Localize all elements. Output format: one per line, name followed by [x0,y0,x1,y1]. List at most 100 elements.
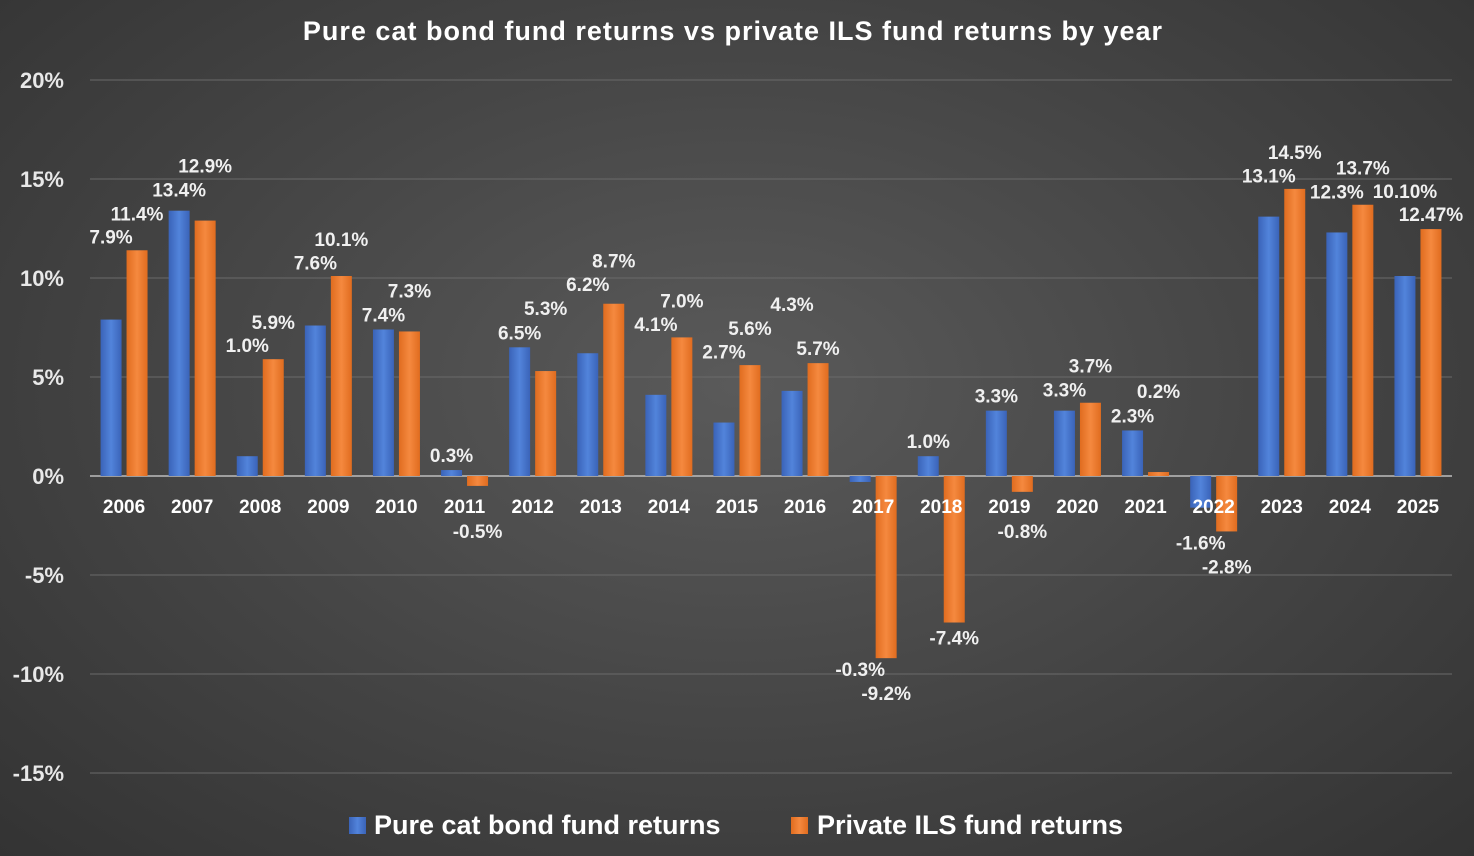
data-label: 0.3% [430,446,473,467]
data-label: 3.3% [975,387,1018,408]
data-label: 10.1% [314,230,368,251]
data-label: 3.7% [1069,357,1112,378]
data-label: 8.7% [592,252,635,273]
bar-cat-bond-2009 [304,325,326,476]
bar-cat-bond-2010 [372,329,394,476]
data-label: 7.4% [362,305,405,326]
data-label: -1.6% [1176,534,1226,555]
bar-cat-bond-2022 [1190,476,1212,508]
y-tick-label: -15% [13,761,64,786]
data-label: 5.9% [252,313,295,334]
data-label: 7.0% [660,291,703,312]
bar-cat-bond-2021 [1122,430,1144,476]
x-tick-label: 2010 [375,497,417,518]
x-tick-label: 2015 [716,497,759,518]
bar-private-ils-2020 [1079,402,1101,476]
data-label: 7.9% [89,228,132,249]
data-label: 11.4% [111,204,164,225]
data-label: 2.7% [702,343,745,364]
bar-cat-bond-2025 [1394,276,1416,476]
bar-cat-bond-2013 [577,353,599,476]
bar-private-ils-2025 [1420,229,1442,476]
data-label: 10.10% [1373,182,1438,203]
data-label: 7.6% [294,254,337,275]
data-label: -0.5% [453,522,503,543]
bar-private-ils-2006 [126,250,148,476]
y-tick-label: 0% [32,464,64,489]
data-label: -2.8% [1202,557,1252,578]
data-label: 6.5% [498,323,541,344]
bar-private-ils-2009 [330,276,352,476]
x-tick-label: 2011 [444,497,486,518]
data-label: 12.3% [1310,182,1364,203]
x-tick-label: 2013 [580,497,622,518]
y-tick-label: 20% [20,68,64,93]
bar-private-ils-2014 [671,337,693,476]
bar-private-ils-2012 [535,371,557,476]
data-label: -7.4% [929,629,979,650]
y-tick-label: -10% [13,662,64,687]
chart-title: Pure cat bond fund returns vs private IL… [303,16,1163,46]
data-label: 2.3% [1111,406,1154,427]
legend-swatch-private-ils [791,817,808,834]
bar-private-ils-2022 [1216,476,1238,532]
data-label: 14.5% [1268,143,1322,164]
bar-private-ils-2011 [467,476,489,486]
data-label: 4.3% [770,295,813,316]
x-tick-label: 2021 [1124,497,1167,518]
x-tick-label: 2017 [852,497,894,518]
legend-label-cat-bond: Pure cat bond fund returns [374,810,721,840]
x-tick-label: 2022 [1193,497,1235,518]
bar-cat-bond-2017 [849,476,871,482]
bar-private-ils-2007 [194,220,216,476]
bar-private-ils-2010 [398,331,420,476]
data-label: 13.4% [152,181,206,202]
bar-private-ils-2008 [262,359,284,476]
x-tick-label: 2012 [512,497,554,518]
x-tick-label: 2009 [307,497,349,518]
data-label: -9.2% [861,684,911,705]
legend-swatch-cat-bond [349,817,366,834]
x-tick-label: 2020 [1056,497,1098,518]
bar-cat-bond-2008 [236,456,258,476]
bar-cat-bond-2011 [441,470,463,476]
bar-private-ils-2018 [943,476,965,623]
bar-cat-bond-2018 [917,456,939,476]
bar-cat-bond-2024 [1326,232,1348,476]
x-tick-label: 2014 [648,497,691,518]
data-label: 7.3% [388,281,431,302]
data-label: -0.3% [835,660,885,681]
data-label: 3.3% [1043,381,1086,402]
bar-private-ils-2024 [1352,204,1374,477]
data-label: 13.7% [1336,159,1390,180]
data-label: 1.0% [226,336,269,357]
legend-label-private-ils: Private ILS fund returns [817,810,1123,840]
x-tick-label: 2025 [1397,497,1440,518]
data-label: 5.3% [524,299,567,320]
y-tick-label: 15% [20,167,64,192]
data-label: -0.8% [998,522,1048,543]
bar-private-ils-2019 [1011,476,1033,492]
data-label: 5.6% [728,319,771,340]
bar-cat-bond-2020 [1053,410,1075,476]
data-label: 4.1% [634,315,677,336]
y-tick-label: -5% [25,563,64,588]
x-tick-label: 2024 [1329,497,1372,518]
bar-private-ils-2021 [1148,472,1170,476]
bar-private-ils-2016 [807,363,829,476]
x-tick-label: 2023 [1261,497,1303,518]
bar-cat-bond-2023 [1258,216,1280,476]
x-tick-label: 2016 [784,497,826,518]
bar-cat-bond-2007 [168,210,190,476]
bar-cat-bond-2006 [100,319,122,476]
bar-cat-bond-2015 [713,422,735,476]
bar-cat-bond-2019 [985,410,1007,476]
bar-private-ils-2017 [875,476,897,659]
data-label: 12.9% [178,157,232,178]
data-label: 0.2% [1137,382,1180,403]
data-label: 1.0% [907,432,950,453]
legend: Pure cat bond fund returns Private ILS f… [349,810,1123,840]
data-label: 6.2% [566,275,609,296]
data-label: 5.7% [796,339,839,360]
